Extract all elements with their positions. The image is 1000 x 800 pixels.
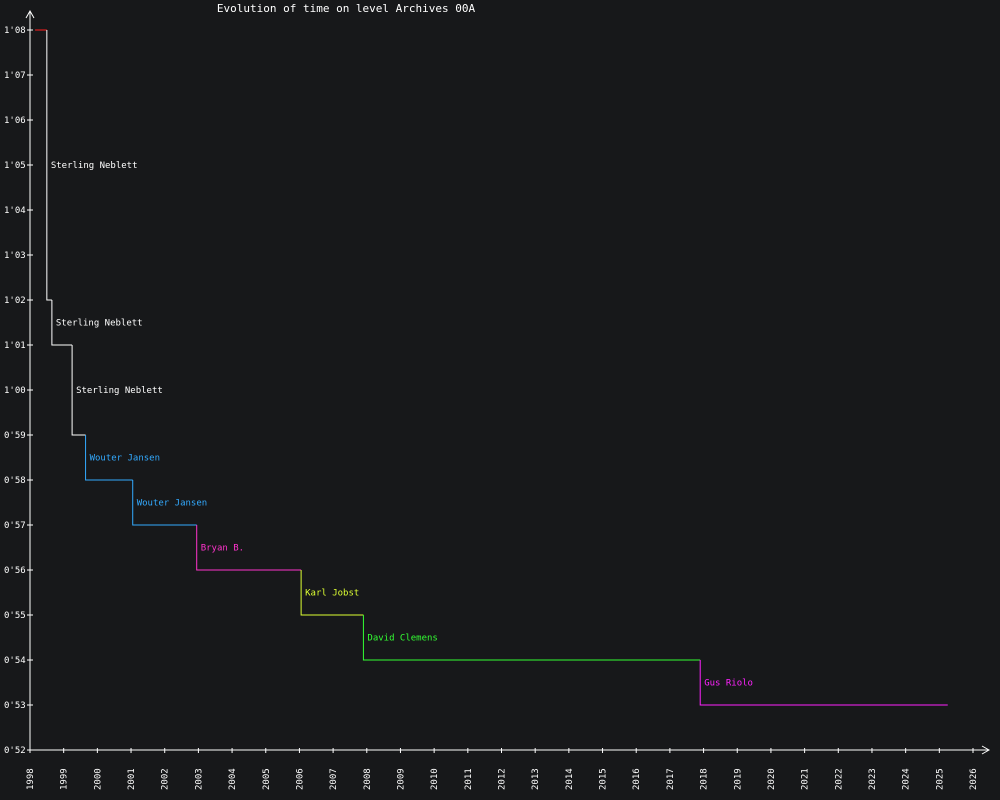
x-axis-ticks: 1998 1999 2000 2001 2002 2003 2004 2005 2006 2007… <box>26 748 979 790</box>
y-tick-label: 1'04 <box>4 206 26 216</box>
x-tick-label: 2012 <box>498 768 508 790</box>
record-labels: Sterling Neblett Sterling Neblett Sterling… <box>51 161 753 689</box>
x-tick-label: 2016 <box>632 768 642 790</box>
y-tick-label: 1'07 <box>4 71 26 81</box>
record-holder-label: Sterling Neblett <box>56 319 143 329</box>
x-tick-label: 2020 <box>767 768 777 790</box>
y-axis-ticks: 0'52 0'53 0'54 0'55 0'56 0'57 0'58 0'59 1'00 1'01… <box>4 26 33 756</box>
record-holder-label: Karl Jobst <box>305 589 359 599</box>
x-tick-label: 2009 <box>396 768 406 790</box>
record-holder-label: Wouter Jansen <box>90 454 160 464</box>
x-tick-label: 2022 <box>834 768 844 790</box>
x-axis-arrow <box>981 745 991 755</box>
y-tick-label: 1'08 <box>4 26 26 36</box>
y-tick-label: 0'58 <box>4 476 26 486</box>
record-step <box>132 480 197 526</box>
x-tick-label: 2010 <box>430 768 440 790</box>
x-tick-label: 2007 <box>329 768 339 790</box>
y-tick-label: 0'52 <box>4 746 26 756</box>
record-holder-label: Sterling Neblett <box>76 386 163 396</box>
axes <box>25 9 991 755</box>
x-tick-label: 2008 <box>363 768 373 790</box>
y-tick-label: 0'53 <box>4 701 26 711</box>
x-tick-label: 2014 <box>565 768 575 790</box>
y-tick-label: 1'01 <box>4 341 26 351</box>
record-holder-label: Wouter Jansen <box>137 499 207 509</box>
x-tick-label: 1999 <box>60 768 70 790</box>
record-holder-label: Bryan B. <box>201 544 244 554</box>
y-tick-label: 1'02 <box>4 296 26 306</box>
x-tick-label: 2013 <box>531 768 541 790</box>
record-holder-label: David Clemens <box>367 634 437 644</box>
x-tick-label: 2019 <box>733 768 743 790</box>
record-step <box>699 660 948 706</box>
y-tick-label: 1'00 <box>4 386 26 396</box>
x-tick-label: 2004 <box>228 768 238 790</box>
y-tick-label: 0'59 <box>4 431 26 441</box>
record-step <box>71 345 86 436</box>
x-tick-label: 2001 <box>127 768 137 790</box>
x-tick-label: 2021 <box>801 768 811 790</box>
x-tick-label: 2026 <box>969 768 979 790</box>
record-series <box>35 29 948 706</box>
record-step <box>85 435 133 481</box>
record-step <box>196 525 302 571</box>
x-tick-label: 2005 <box>262 768 272 790</box>
x-tick-label: 2024 <box>902 768 912 790</box>
y-axis-arrow <box>25 9 35 19</box>
x-tick-label: 2002 <box>161 768 171 790</box>
record-step <box>51 300 73 346</box>
y-tick-label: 1'03 <box>4 251 26 261</box>
chart-title: Evolution of time on level Archives 00A <box>217 2 476 15</box>
x-tick-label: 1998 <box>26 768 36 790</box>
y-tick-label: 0'55 <box>4 611 26 621</box>
x-tick-label: 2006 <box>295 768 305 790</box>
x-tick-label: 2003 <box>194 768 204 790</box>
x-tick-label: 2025 <box>935 768 945 790</box>
record-step <box>300 570 364 616</box>
x-tick-label: 2018 <box>700 768 710 790</box>
x-tick-label: 2000 <box>93 768 103 790</box>
x-tick-label: 2023 <box>868 768 878 790</box>
y-tick-label: 1'05 <box>4 161 26 171</box>
record-holder-label: Sterling Neblett <box>51 161 138 171</box>
record-holder-label: Gus Riolo <box>704 679 753 689</box>
record-step <box>46 30 52 301</box>
y-tick-label: 0'56 <box>4 566 26 576</box>
y-tick-label: 0'54 <box>4 656 26 666</box>
record-step <box>362 615 701 661</box>
x-tick-label: 2017 <box>666 768 676 790</box>
x-tick-label: 2015 <box>599 768 609 790</box>
x-tick-label: 2011 <box>464 768 474 790</box>
y-tick-label: 1'06 <box>4 116 26 126</box>
y-tick-label: 0'57 <box>4 521 26 531</box>
